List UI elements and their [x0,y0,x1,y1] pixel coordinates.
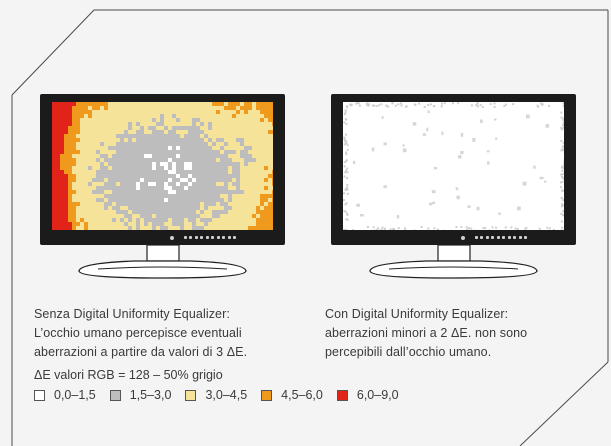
caption-line: percepibili dall’occhio umano. [325,345,492,359]
control-button-dot [461,235,465,240]
control-button-dot [170,235,174,240]
control-button-dot [200,236,203,239]
control-button-dot [183,236,187,239]
control-button-dot [491,236,494,239]
control-button-dot [502,236,505,239]
control-button-dot [189,236,192,239]
control-button-dot [513,236,516,239]
caption-line: L’occhio umano percepisce eventuali [34,326,242,340]
legend-label: 4,5–6,0 [281,388,323,402]
monitor-stand [78,245,247,279]
monitor-stand [369,245,538,279]
caption-line: Senza Digital Uniformity Equalizer: [34,307,230,321]
monitor-bezel [40,94,285,245]
caption-line: Con Digital Uniformity Equalizer: [325,307,509,321]
delta-e-legend: ΔE valori RGB = 128 – 50% grigio 0,0–1,5… [34,366,534,405]
caption-without-equalizer: Senza Digital Uniformity Equalizer: L’oc… [34,305,304,362]
control-button-dot [507,236,511,239]
legend-swatch-orange [261,389,273,401]
legend-label: 6,0–9,0 [356,388,399,402]
control-button-dot [227,236,231,239]
legend-items: 0,0–1,5 1,5–3,0 3,0–4,5 4,5–6,0 6,0–9,0 [34,385,534,405]
monitor-with-equalizer [331,94,576,284]
control-button-dot [480,236,483,239]
control-button-dot [485,236,489,239]
legend-swatch-yellow [185,389,197,401]
legend-label: 1,5–3,0 [129,388,172,402]
uniformity-heatmap-with-due [343,102,564,230]
monitor-control-buttons [170,235,240,241]
monitor-bezel [331,94,576,245]
control-button-dot [233,236,236,239]
control-button-dot [474,236,478,239]
legend-label: 0,0–1,5 [54,388,96,402]
legend-item-3.0-4.5: 3,0–4,5 [185,388,247,402]
control-button-dot [524,236,527,239]
legend-item-6.0-9.0: 6,0–9,0 [336,388,399,402]
control-button-dot [194,236,198,239]
legend-swatch-grey [109,389,121,401]
control-button-dot [518,236,522,239]
legend-swatch-red [336,389,348,401]
legend-label: 3,0–4,5 [205,388,248,402]
control-button-dot [496,236,500,239]
control-button-dot [222,236,225,239]
monitor-without-equalizer [40,94,285,284]
legend-swatch-white [34,389,45,401]
control-button-dot [211,236,214,239]
caption-line: aberrazioni minori a 2 ΔE. non sono [325,326,528,340]
uniformity-heatmap-without-due [52,102,273,230]
legend-item-0-1.5: 0,0–1,5 [34,388,96,402]
control-button-dot [205,236,209,239]
legend-item-4.5-6.0: 4,5–6,0 [261,388,323,402]
control-button-dot [216,236,220,239]
caption-with-equalizer: Con Digital Uniformity Equalizer: aberra… [325,305,595,362]
legend-item-1.5-3.0: 1,5–3,0 [109,388,172,402]
caption-line: aberrazioni a partire da valori di 3 ΔE. [34,345,248,359]
monitor-control-buttons [461,235,531,241]
legend-title: ΔE valori RGB = 128 – 50% grigio [34,368,223,382]
